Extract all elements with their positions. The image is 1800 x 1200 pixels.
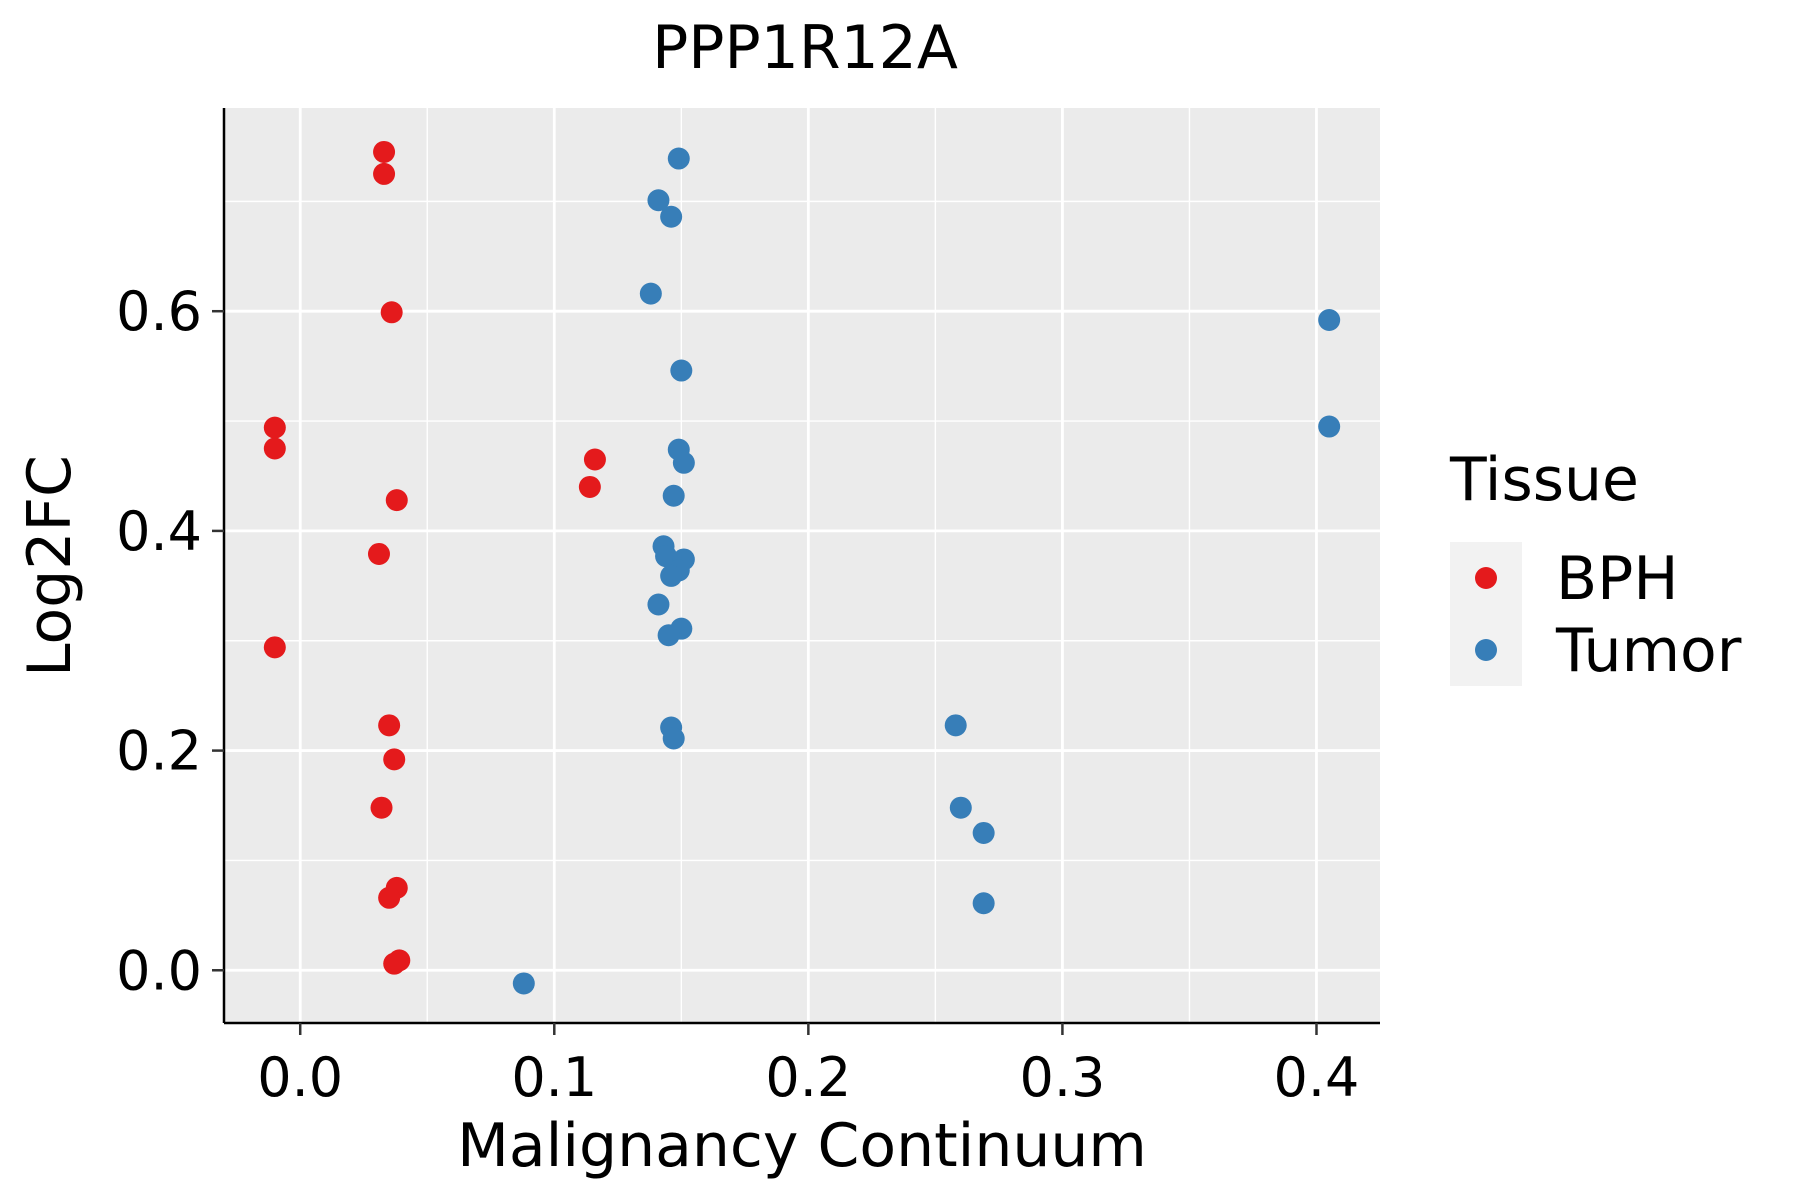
major-gridlines bbox=[224, 108, 1380, 1023]
point-bph bbox=[583, 448, 606, 471]
point-tumor bbox=[512, 972, 535, 995]
data-points bbox=[263, 140, 1341, 995]
point-tumor bbox=[1318, 415, 1341, 438]
point-tumor bbox=[949, 796, 972, 819]
point-tumor bbox=[667, 147, 690, 170]
point-tumor bbox=[662, 484, 685, 507]
y-tick-label: 0.2 bbox=[116, 720, 202, 783]
y-tick-label: 0.6 bbox=[116, 280, 202, 343]
chart-title: PPP1R12A bbox=[652, 13, 958, 83]
legend-key-tumor bbox=[1475, 639, 1497, 661]
point-tumor bbox=[660, 564, 683, 587]
y-axis-title: Log2FC bbox=[15, 455, 85, 677]
point-bph bbox=[373, 140, 396, 163]
x-tick-label: 0.4 bbox=[1274, 1046, 1360, 1109]
x-tick-label: 0.3 bbox=[1019, 1046, 1105, 1109]
point-bph bbox=[373, 162, 396, 185]
point-bph bbox=[370, 796, 393, 819]
point-bph bbox=[378, 886, 401, 909]
point-tumor bbox=[1318, 308, 1341, 331]
point-tumor bbox=[647, 593, 670, 616]
x-tick-label: 0.1 bbox=[511, 1046, 597, 1109]
point-tumor bbox=[639, 282, 662, 305]
point-bph bbox=[263, 437, 286, 460]
point-tumor bbox=[972, 821, 995, 844]
point-bph bbox=[383, 952, 406, 975]
x-axis-title: Malignancy Continuum bbox=[457, 1111, 1147, 1181]
point-tumor bbox=[660, 205, 683, 228]
point-bph bbox=[263, 636, 286, 659]
point-bph bbox=[385, 489, 408, 512]
point-bph bbox=[263, 416, 286, 439]
point-tumor bbox=[670, 359, 693, 382]
plot-panel bbox=[224, 108, 1380, 1023]
x-tick-label: 0.2 bbox=[765, 1046, 851, 1109]
legend-key-bph bbox=[1475, 567, 1497, 589]
point-tumor bbox=[647, 189, 670, 212]
point-tumor bbox=[972, 892, 995, 915]
point-tumor bbox=[672, 451, 695, 474]
point-tumor bbox=[944, 714, 967, 737]
point-bph bbox=[578, 475, 601, 498]
y-tick-label: 0.4 bbox=[116, 500, 202, 563]
point-tumor bbox=[662, 727, 685, 750]
point-bph bbox=[378, 714, 401, 737]
legend-label-bph: BPH bbox=[1556, 544, 1678, 614]
x-axis-ticks: 0.0 0.1 0.2 0.3 0.4 bbox=[257, 1023, 1359, 1109]
legend-key-background bbox=[1450, 542, 1522, 686]
point-tumor bbox=[655, 545, 678, 568]
y-tick-label: 0.0 bbox=[116, 939, 202, 1002]
point-bph bbox=[383, 748, 406, 771]
y-axis-ticks: 0.0 0.2 0.4 0.6 bbox=[116, 280, 224, 1002]
point-bph bbox=[380, 301, 403, 324]
point-tumor bbox=[657, 624, 680, 647]
legend-label-tumor: Tumor bbox=[1555, 616, 1742, 686]
legend-title: Tissue bbox=[1449, 445, 1639, 515]
x-tick-label: 0.0 bbox=[257, 1046, 343, 1109]
point-bph bbox=[367, 542, 390, 565]
